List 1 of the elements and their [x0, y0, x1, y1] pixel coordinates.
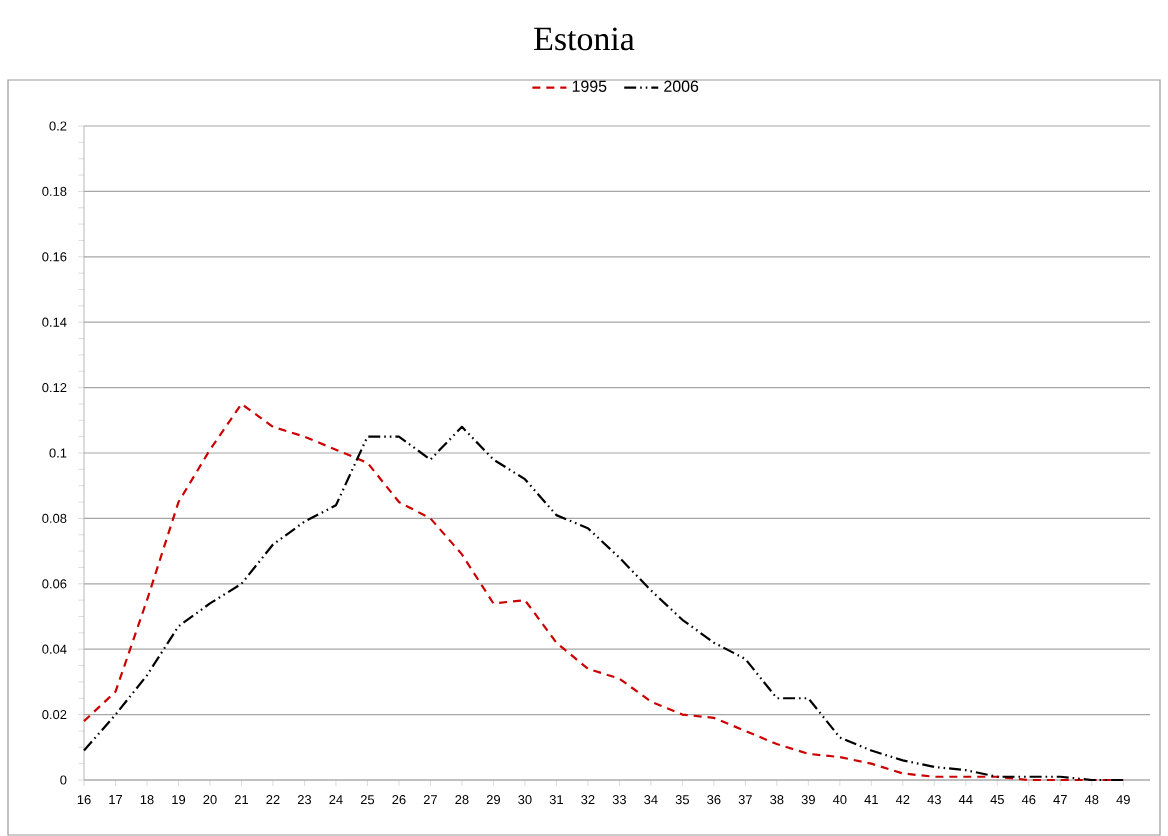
- chart-title: Estonia: [534, 27, 635, 51]
